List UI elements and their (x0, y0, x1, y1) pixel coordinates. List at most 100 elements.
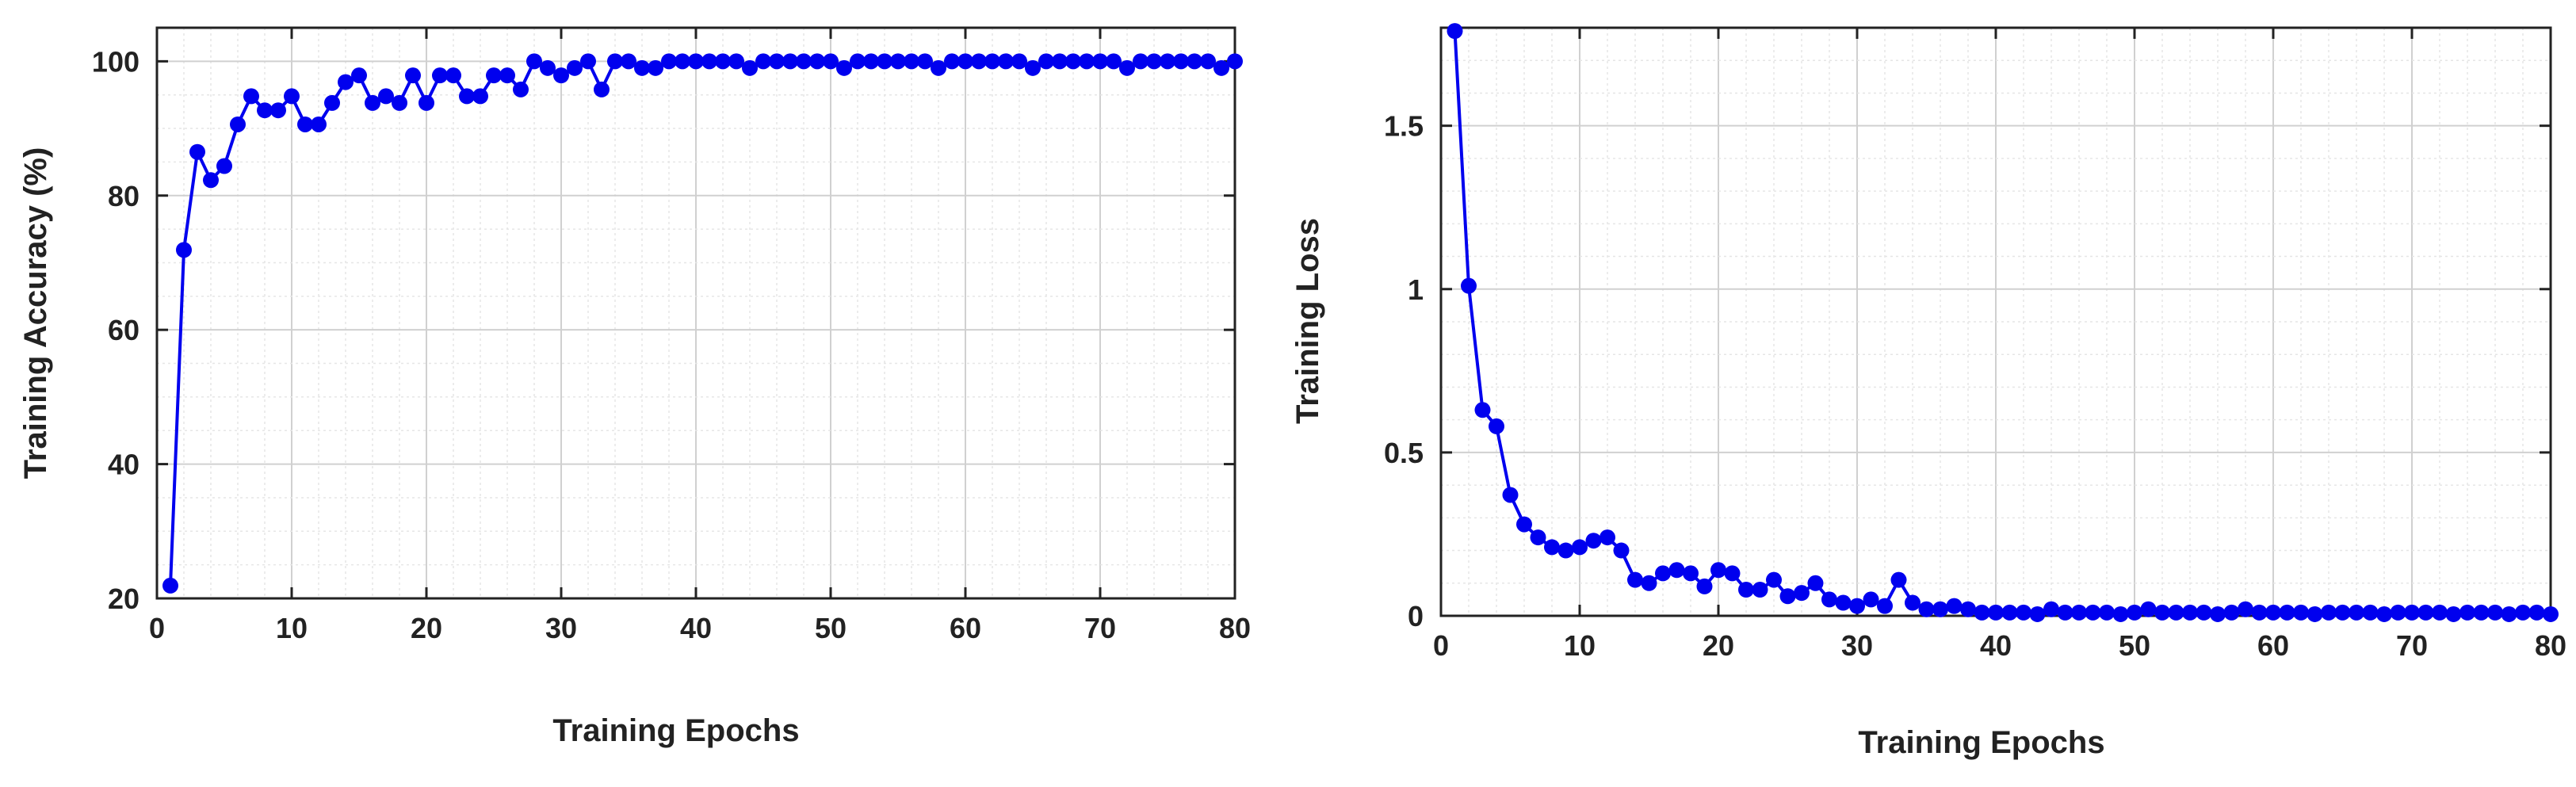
data-point (486, 67, 502, 84)
data-point (2140, 601, 2157, 617)
data-point (1227, 53, 1243, 70)
data-point (2528, 604, 2545, 621)
data-point (675, 53, 690, 70)
data-point (2334, 604, 2351, 621)
data-point (1849, 598, 1865, 614)
data-point (1627, 571, 1643, 588)
data-point (580, 53, 596, 70)
data-point (2057, 604, 2073, 621)
data-point (1794, 585, 1810, 602)
data-point (2459, 604, 2475, 621)
data-point (351, 67, 367, 84)
data-point (472, 88, 488, 105)
grid (1440, 27, 2551, 617)
data-point (728, 53, 744, 70)
series-line (1453, 30, 2551, 616)
loss-chart: 0 10 20 30 40 50 60 70 80 0 0.5 1 1.5 Training Epochs… (1290, 23, 2566, 760)
data-point (1974, 604, 1990, 621)
data-point (917, 53, 933, 70)
data-point (243, 88, 259, 105)
data-point (1683, 565, 1699, 582)
data-point (661, 53, 677, 70)
data-point (203, 172, 219, 189)
y-axis-title: Training Accuracy (%) (18, 147, 53, 479)
data-point (2210, 606, 2226, 622)
data-point (392, 94, 407, 111)
accuracy-chart: 0 10 20 30 40 50 60 70 80 20 40 60 80 100 Training Epo… (18, 26, 1251, 748)
data-point (445, 67, 461, 84)
data-point (1918, 601, 1935, 617)
data-point (2279, 604, 2295, 621)
data-point (1766, 571, 1782, 588)
data-point (1613, 542, 1630, 559)
data-point (1946, 598, 1963, 614)
data-point (971, 53, 987, 70)
data-point (405, 67, 421, 84)
data-point (931, 59, 946, 76)
data-point (338, 74, 354, 90)
data-point (1173, 53, 1189, 70)
data-point (2390, 604, 2406, 621)
y-axis-title: Training Loss (1290, 218, 1325, 424)
x-tick-label: 0 (1433, 629, 1449, 662)
data-point (2127, 604, 2142, 621)
data-point (863, 53, 879, 70)
data-point (1544, 539, 1560, 556)
data-point (1696, 578, 1713, 594)
data-point (2265, 604, 2281, 621)
data-point (782, 53, 798, 70)
data-point (1065, 53, 1081, 70)
data-point (2321, 604, 2337, 621)
data-point (162, 577, 178, 594)
data-point (1489, 418, 1504, 434)
x-axis-title: Training Epochs (1858, 725, 2104, 760)
data-point (621, 53, 636, 70)
data-point (2543, 606, 2559, 622)
data-point (742, 59, 758, 76)
data-point (769, 53, 785, 70)
x-tick-label: 30 (545, 612, 577, 644)
data-point (2099, 604, 2115, 621)
data-point (216, 158, 232, 174)
data-point (2404, 604, 2420, 621)
data-point (1807, 575, 1824, 591)
data-point (1119, 59, 1135, 76)
data-point (1599, 529, 1615, 546)
data-point (1106, 53, 1122, 70)
data-point (823, 53, 839, 70)
x-tick-label: 20 (411, 612, 442, 644)
data-point (957, 53, 973, 70)
y-tick-label: 0.5 (1384, 437, 1424, 469)
data-point (526, 53, 542, 70)
data-point (311, 116, 327, 132)
x-tick-label: 20 (1703, 629, 1734, 662)
data-point (1213, 59, 1229, 76)
data-point (2085, 604, 2101, 621)
x-tick-label: 60 (950, 612, 981, 644)
data-point (1133, 53, 1148, 70)
data-point (1932, 601, 1948, 617)
data-point (1905, 594, 1921, 611)
x-tick-label: 80 (1219, 612, 1251, 644)
data-point (1710, 562, 1726, 579)
x-tick-label: 60 (2257, 629, 2289, 662)
data-point (1585, 533, 1602, 549)
data-point (1011, 53, 1027, 70)
data-point (1557, 542, 1574, 559)
x-tick-label: 10 (276, 612, 308, 644)
data-point (2293, 604, 2309, 621)
y-tick-label: 40 (108, 449, 140, 481)
data-point (2349, 604, 2364, 621)
data-point (1092, 53, 1108, 70)
data-point (1668, 562, 1685, 579)
data-point (2238, 601, 2253, 617)
data-point (1516, 516, 1532, 533)
data-point (176, 242, 192, 258)
x-tick-label: 40 (1980, 629, 2012, 662)
data-point (297, 116, 313, 132)
data-point (998, 53, 1014, 70)
data-point (715, 53, 731, 70)
data-point (2487, 604, 2503, 621)
data-point (2445, 606, 2462, 622)
x-tick-label: 30 (1841, 629, 1873, 662)
